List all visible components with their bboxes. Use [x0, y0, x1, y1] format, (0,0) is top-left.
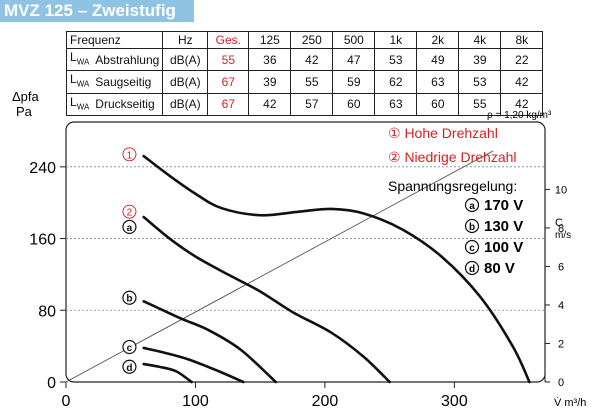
- x-tick-label: 0: [62, 393, 71, 409]
- velocity-line: [65, 150, 494, 383]
- row-value: 39: [458, 47, 502, 72]
- row-value: 42: [500, 92, 544, 117]
- row-value: 36: [248, 47, 292, 72]
- voltage-label: 100 V: [484, 239, 523, 256]
- lwa-label: LWA: [66, 47, 93, 72]
- row-value: 63: [374, 92, 418, 117]
- voltage-label: 130 V: [484, 218, 523, 235]
- voltage-marker-circle: [464, 260, 480, 276]
- legend-niedrige-drehzahl: ② Niedrige Drehzahl: [388, 149, 517, 165]
- voltage-marker-label: d: [469, 264, 475, 275]
- legend-spannungsregelung: Spannungsregelung:: [388, 178, 517, 194]
- row-value: 22: [500, 47, 544, 72]
- voltage-marker-circle: [464, 239, 480, 255]
- curve-marker-label: d: [126, 363, 132, 374]
- row-name: Saugseitig: [92, 70, 164, 94]
- fan-curve-b: [142, 300, 278, 384]
- y-tick-label: 80: [38, 303, 56, 320]
- curve-marker-label: 1: [127, 150, 133, 161]
- table-row: LWA Saugseitig dB(A) 67 39 55 59 62 63 5…: [66, 70, 544, 94]
- y2-tick-label: 4: [558, 300, 564, 312]
- row-value: 42: [248, 92, 292, 117]
- table-header-cell: 8k: [500, 31, 544, 49]
- curve-marker-circle: [122, 147, 137, 162]
- row-value: 42: [500, 70, 544, 94]
- curve-marker-label: a: [127, 223, 133, 234]
- legend-hohe-drehzahl: ① Hohe Drehzahl: [388, 125, 498, 141]
- y2-tick-label: 0: [558, 377, 564, 389]
- fan-curve-d: [142, 362, 193, 384]
- y2-tick-label: 2: [558, 338, 564, 350]
- voltage-label: 170 V: [484, 197, 523, 214]
- y-axis-unit: Pa: [16, 104, 33, 119]
- row-value: 57: [290, 92, 334, 117]
- x-tick-label: 100: [182, 393, 209, 409]
- row-value: 63: [416, 70, 460, 94]
- density-note: ρ = 1,20 kg/m³: [487, 110, 552, 121]
- x-tick-label: 300: [441, 393, 468, 409]
- row-unit: dB(A): [162, 92, 209, 117]
- y2-axis-label: C: [555, 217, 563, 229]
- y2-tick-label: 8: [558, 223, 564, 235]
- y-tick-label: 160: [29, 232, 56, 249]
- voltage-label: 80 V: [484, 260, 515, 277]
- curve-marker-circle: [122, 204, 137, 219]
- y2-tick-label: 6: [558, 261, 564, 273]
- y-axis-label: Δpfa: [12, 89, 40, 104]
- x-tick-label: 200: [312, 393, 339, 409]
- row-name: Abstrahlung: [92, 47, 164, 72]
- y-tick-label: 240: [29, 160, 56, 177]
- voltage-marker-label: b: [469, 222, 475, 233]
- curve-marker-label: b: [126, 294, 132, 305]
- lwa-label: LWA: [66, 70, 93, 94]
- fan-curve-1: [142, 154, 531, 384]
- table-row: LWA Abstrahlung dB(A) 55 36 42 47 53 49 …: [66, 47, 544, 72]
- chart-title: MVZ 125 – Zweistufig: [0, 0, 194, 22]
- curve-marker-label: c: [127, 343, 133, 354]
- x-axis-label: V̇ m³/h: [554, 396, 586, 409]
- y-tick-label: 0: [47, 375, 56, 392]
- fan-curve-2: [142, 215, 391, 384]
- curve-marker-circle: [122, 339, 137, 355]
- voltage-marker-label: c: [469, 243, 475, 254]
- voltage-marker-circle: [464, 218, 480, 234]
- table-row: LWA Druckseitig dB(A) 67 42 57 60 63 60 …: [66, 92, 544, 117]
- voltage-marker-circle: [464, 197, 480, 213]
- curve-marker-circle: [122, 290, 137, 305]
- y2-axis-unit: m/s: [555, 230, 571, 241]
- curve-marker-circle: [122, 359, 137, 374]
- voltage-marker-label: a: [469, 201, 475, 212]
- curve-marker-label: 2: [127, 208, 133, 219]
- y2-tick-label: 10: [555, 184, 567, 196]
- lwa-label: LWA: [66, 92, 93, 117]
- row-value: 55: [290, 70, 334, 94]
- sound-level-table: Frequenz Hz Ges. 125 250 500 1k 2k 4k 8k…: [65, 31, 544, 117]
- fan-curve-c: [142, 346, 245, 384]
- curve-marker-circle: [122, 219, 137, 234]
